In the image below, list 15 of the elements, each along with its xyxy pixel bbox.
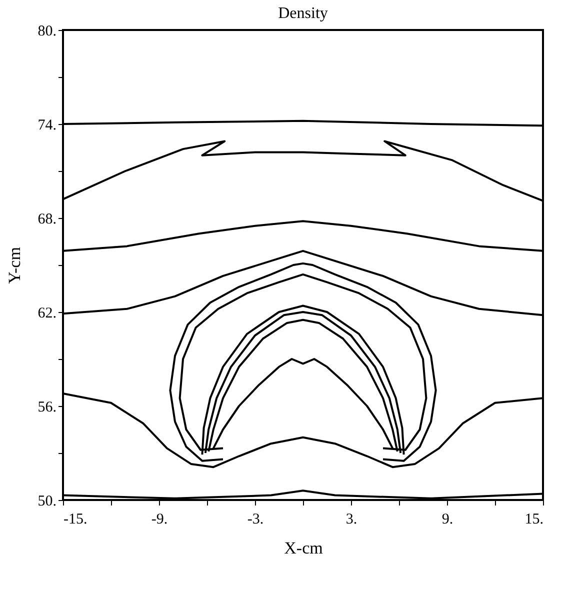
x-tick-label: 3. [346, 512, 358, 528]
y-axis-title: Y-cm [4, 247, 24, 284]
x-tick-label: 15. [524, 512, 544, 528]
x-tick-label: -3. [247, 512, 264, 528]
y-tick-label: 80. [38, 24, 56, 40]
y-tick-label: 50. [38, 494, 56, 510]
y-tick-label: 68. [38, 212, 56, 228]
x-axis-title: X-cm [284, 538, 323, 558]
chart-title: Density [278, 5, 328, 22]
x-tick-label: -15. [64, 512, 88, 528]
y-tick-label: 56. [38, 400, 56, 416]
x-tick-label: -9. [151, 512, 168, 528]
x-tick-label: 9. [442, 512, 454, 528]
y-tick-label: 74. [38, 118, 56, 134]
y-tick-label: 62. [38, 306, 56, 322]
